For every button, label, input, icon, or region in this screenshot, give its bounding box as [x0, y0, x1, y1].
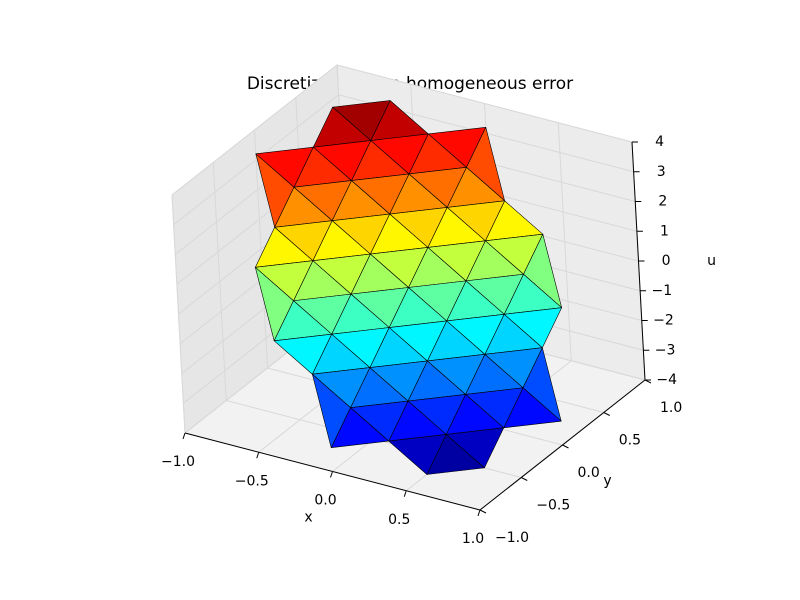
tick-mark — [603, 412, 610, 416]
z-tick-label: −4 — [656, 372, 677, 388]
tick-mark — [330, 471, 333, 478]
x-axis-label: x — [304, 510, 312, 526]
surface-triangle — [388, 434, 447, 475]
tick-mark — [256, 452, 260, 459]
tick-mark — [403, 490, 407, 497]
z-tick-label: 2 — [658, 194, 667, 210]
z-tick-label: 1 — [660, 223, 669, 239]
grid-line — [336, 64, 633, 143]
tick-mark — [521, 477, 528, 481]
x-tick-label: 0.0 — [314, 493, 336, 509]
z-tick-label: −2 — [653, 313, 674, 329]
surface-triangle — [330, 407, 390, 449]
tick-mark — [479, 509, 487, 514]
z-tick-label: −1 — [651, 283, 672, 299]
tick-mark — [182, 432, 186, 440]
tick-mark — [477, 509, 481, 517]
y-tick-label: 0.0 — [578, 465, 600, 481]
y-axis-line — [479, 379, 646, 511]
z-axis-line — [631, 141, 646, 381]
z-axis-label: u — [707, 253, 716, 269]
y-tick-label: 0.5 — [619, 433, 641, 449]
x-axis-line — [184, 432, 481, 511]
grid-line — [174, 124, 341, 255]
surface-triangle — [273, 333, 332, 375]
y-tick-label: 1.0 — [660, 400, 682, 416]
z-tick-label: 4 — [655, 134, 664, 150]
z-tick-label: −3 — [655, 342, 676, 358]
x-tick-label: 1.0 — [462, 531, 484, 547]
z-tick-label: 0 — [662, 253, 671, 269]
x-tick-label: −0.5 — [235, 473, 269, 489]
grid-line — [173, 94, 339, 226]
y-axis-label: y — [603, 473, 611, 489]
tick-mark — [562, 444, 569, 449]
y-tick-label: −1.0 — [495, 530, 529, 546]
y-tick-label: −0.5 — [536, 498, 570, 514]
z-tick-label: 3 — [657, 164, 666, 180]
x-tick-label: 0.5 — [388, 512, 410, 528]
grid-line — [171, 64, 338, 196]
x-tick-label: −1.0 — [161, 454, 195, 470]
